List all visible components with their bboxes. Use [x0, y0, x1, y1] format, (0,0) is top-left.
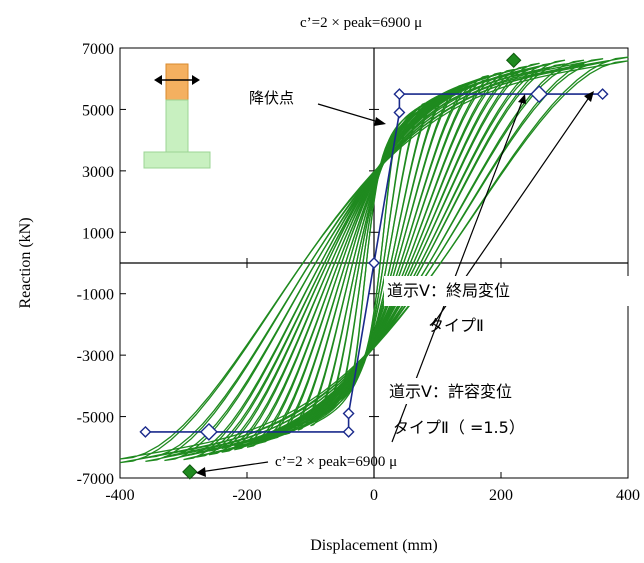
annotation-ultimate-line1: 道示Ⅴ：終局変位	[387, 281, 510, 300]
arrow-bottom-peak	[199, 461, 269, 473]
peak-marker	[182, 464, 198, 480]
y-tick-label: 3000	[82, 164, 114, 181]
skeleton-marker	[139, 425, 152, 438]
tick-label-group: -400 -200 0 200 400 -7000 -5000 -3000 -1000 1000 3…	[77, 41, 640, 504]
arrow-yield	[317, 103, 383, 124]
allowable-label-bg	[386, 378, 546, 404]
y-tick-label: 1000	[82, 225, 114, 242]
annotation-allowable-line2: タイプⅡ（ =1.5）	[393, 418, 525, 437]
annotation-bottom-peak: c’=2 × peak=6900 μ	[275, 454, 397, 470]
x-tick-label: 0	[370, 487, 378, 504]
y-tick-label: -5000	[77, 410, 114, 427]
annotation-top-peak: c’=2 × peak=6900 μ	[300, 15, 422, 31]
y-tick-label: 7000	[82, 41, 114, 58]
ultimate-label-bg	[384, 276, 642, 306]
pier-diagram	[143, 63, 211, 169]
skeleton-marker	[596, 88, 609, 101]
x-tick-label: -400	[105, 487, 134, 504]
pier-footing	[143, 151, 211, 169]
y-tick-label: 5000	[82, 102, 114, 119]
pier-column	[165, 99, 189, 153]
x-axis-title: Displacement (mm)	[310, 537, 438, 554]
annotation-allowable-line1: 道示Ⅴ：許容変位	[389, 382, 512, 401]
skeleton-marker	[393, 88, 406, 101]
x-tick-label: 200	[489, 487, 513, 504]
y-axis-title: Reaction (kN)	[17, 217, 34, 308]
skeleton-marker	[342, 407, 355, 420]
arrowhead-bottom-icon	[196, 467, 206, 477]
annotation-ultimate-line2: タイプⅡ	[428, 316, 484, 335]
skeleton-marker	[199, 422, 218, 441]
arrowhead-left-icon	[154, 75, 162, 85]
arrowhead-yield-icon	[374, 117, 386, 126]
skeleton-marker	[530, 85, 549, 104]
skeleton-marker	[368, 257, 380, 269]
y-tick-label: -3000	[77, 348, 114, 365]
x-tick-label: -200	[232, 487, 261, 504]
skeleton-series	[139, 85, 609, 441]
hysteresis-loop	[119, 60, 629, 460]
arrowhead-ultimate-icon	[584, 91, 594, 102]
skeleton-marker	[393, 106, 406, 119]
pier-top-block	[165, 63, 189, 101]
x-tick-label: 400	[616, 487, 640, 504]
y-tick-label: -1000	[77, 287, 114, 304]
arrowhead-allowable-icon	[518, 94, 526, 104]
marker-group	[182, 52, 522, 480]
skeleton-marker	[342, 425, 355, 438]
arrowhead-right-icon	[192, 75, 200, 85]
hysteresis-loop	[145, 61, 604, 459]
peak-marker	[505, 52, 522, 68]
y-tick-label: -7000	[77, 471, 114, 488]
annotation-yield-point: 降伏点	[249, 89, 294, 107]
